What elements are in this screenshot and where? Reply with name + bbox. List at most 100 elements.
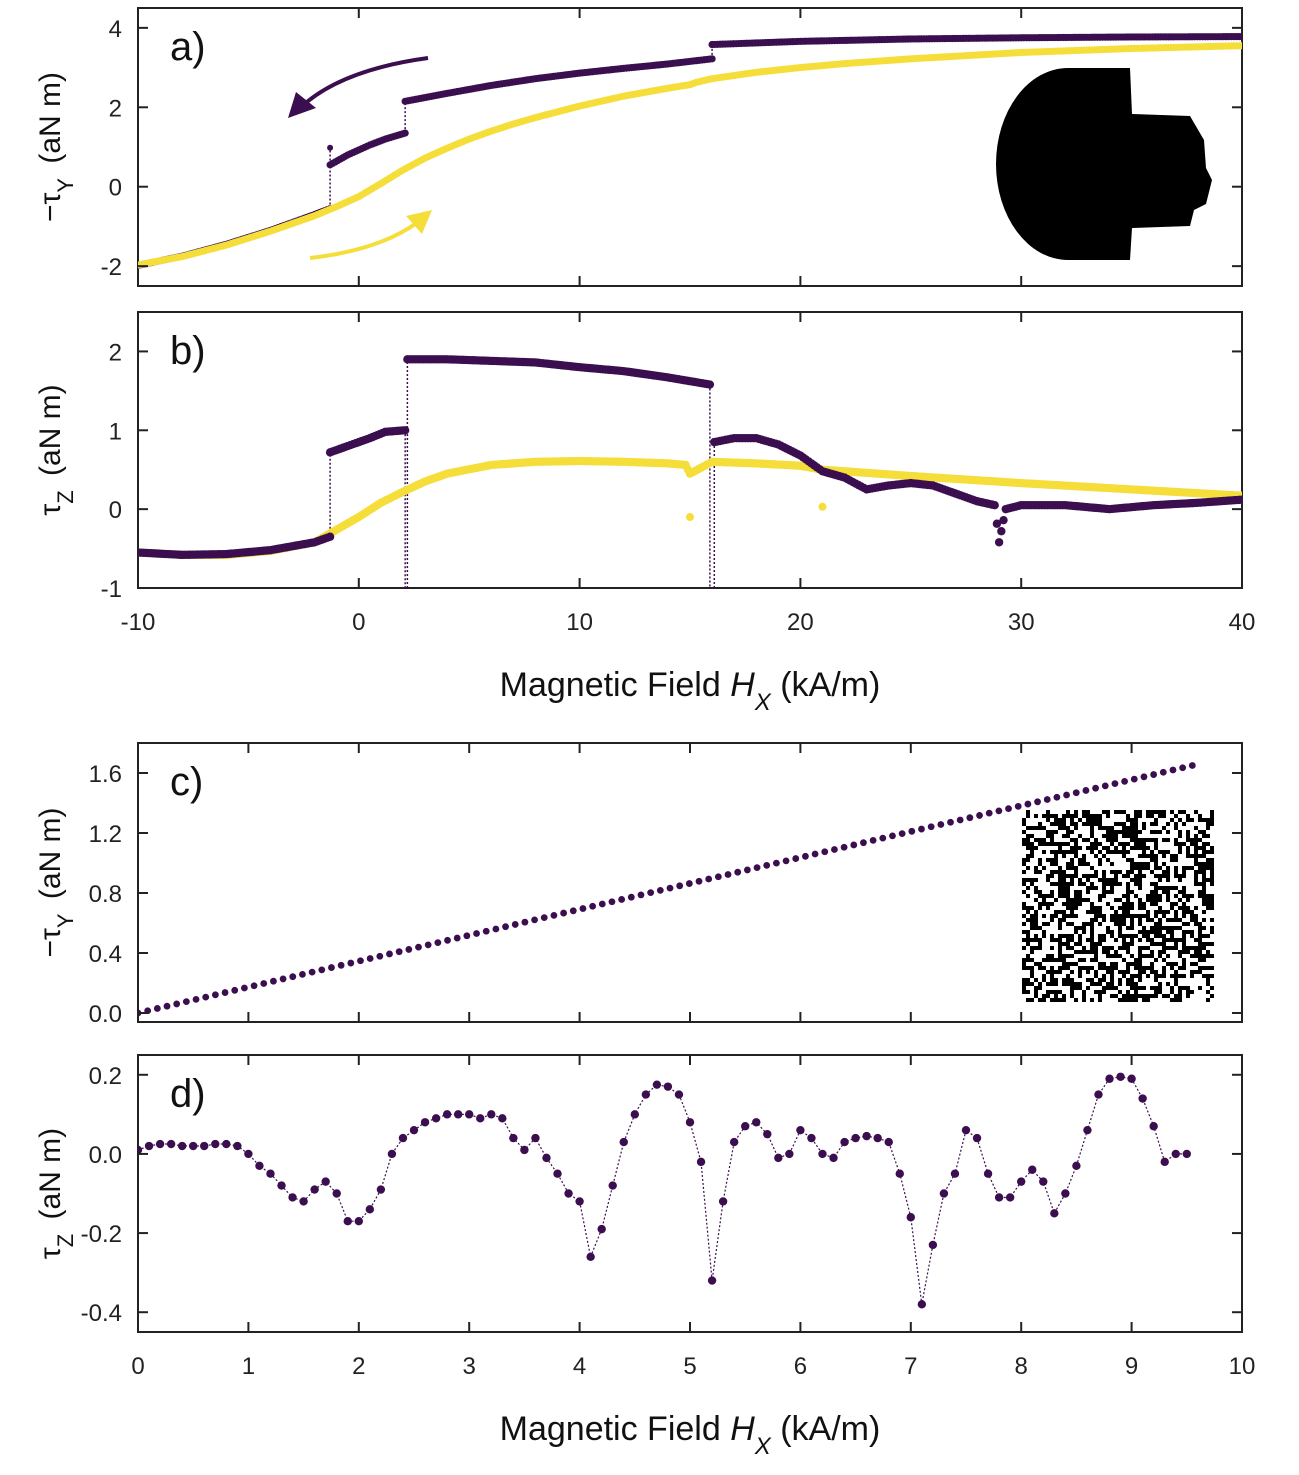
data-point	[569, 907, 577, 915]
data-point	[729, 1137, 739, 1147]
data-point	[1138, 1094, 1147, 1103]
data-point	[1063, 791, 1070, 799]
x-axis-title-unit: (kA/m)	[771, 666, 881, 704]
data-point	[189, 1141, 198, 1151]
data-point	[627, 893, 635, 901]
data-point	[966, 814, 974, 822]
data-layer	[138, 1072, 1192, 1309]
data-point	[1130, 775, 1138, 783]
y-tick-label: 1.6	[89, 761, 122, 788]
x-axis-title-prefix: Magnetic Field	[500, 1410, 731, 1448]
y-tick-label: 0.8	[89, 881, 122, 908]
data-point	[520, 1145, 529, 1155]
data-point	[240, 984, 248, 992]
data-point	[398, 1133, 408, 1143]
panel-label: c)	[170, 760, 203, 804]
y-axis-label-sub: Y	[53, 178, 78, 193]
data-point	[772, 859, 780, 867]
data-point	[442, 1110, 452, 1119]
panel-label: b)	[170, 329, 206, 373]
series-linear	[138, 762, 1196, 1017]
x-tick-label: 0	[131, 1353, 144, 1380]
data-point	[1159, 768, 1167, 776]
x-tick-label: 0	[352, 609, 365, 636]
data-point	[376, 1185, 386, 1194]
data-point	[173, 1000, 181, 1008]
y-axis-label: −τY (aN m)	[34, 807, 78, 957]
data-point	[802, 852, 809, 860]
data-point	[1101, 782, 1109, 790]
data-point	[365, 1205, 375, 1214]
y-tick-label: 0.0	[89, 1142, 122, 1169]
data-point	[420, 1118, 430, 1127]
x-tick-label: 2	[352, 1353, 365, 1380]
data-point	[1072, 789, 1080, 797]
data-point	[553, 1169, 562, 1178]
data-point	[424, 941, 432, 949]
data-point	[950, 1169, 960, 1178]
y-tick-label: 0.2	[89, 1063, 122, 1090]
series-decreasing	[138, 32, 1242, 269]
data-point	[1014, 802, 1022, 810]
data-point	[233, 1141, 242, 1151]
data-point	[318, 966, 326, 974]
x-tick-label: 1	[242, 1353, 255, 1380]
x-axis-title-sub: X	[754, 1433, 772, 1460]
data-point	[1092, 784, 1099, 792]
data-point	[676, 882, 684, 890]
data-point	[656, 886, 664, 894]
x-tick-label: 10	[1229, 1353, 1256, 1380]
data-point	[884, 1137, 893, 1147]
data-point	[917, 1300, 927, 1309]
data-point	[741, 1122, 750, 1131]
data-point	[598, 900, 606, 908]
data-point	[1169, 766, 1177, 774]
data-point	[1171, 1149, 1180, 1159]
data-point	[144, 1141, 154, 1151]
x-tick-label: 5	[683, 1353, 696, 1380]
data-point	[705, 380, 715, 389]
data-point	[666, 884, 674, 892]
data-point	[202, 993, 210, 1001]
x-axis-title-unit: (kA/m)	[771, 1410, 881, 1448]
data-point	[663, 1082, 673, 1091]
data-point	[222, 1139, 231, 1149]
y-tick-label: -2	[101, 254, 122, 281]
data-point	[985, 809, 993, 817]
data-point	[707, 1276, 717, 1285]
sweep-up-arrow	[309, 220, 420, 260]
data-point	[482, 927, 490, 935]
x-tick-label: 7	[904, 1353, 917, 1380]
data-point	[829, 1153, 838, 1163]
inset-noise	[1022, 810, 1214, 1002]
sweep-down-arrowhead	[288, 92, 316, 118]
data-point	[575, 1197, 584, 1206]
data-point	[1083, 1125, 1092, 1135]
y-tick-label: 0	[109, 175, 122, 202]
data-point	[1238, 42, 1242, 50]
data-point	[354, 1217, 363, 1226]
data-point	[1005, 1193, 1015, 1202]
sweep-down-arrow	[298, 56, 429, 110]
data-point	[1028, 1165, 1037, 1174]
data-point	[785, 1149, 794, 1159]
data-point	[618, 896, 626, 903]
data-point	[502, 923, 509, 931]
data-point	[994, 1193, 1004, 1202]
y-tick-label: 1	[109, 418, 122, 445]
data-point	[540, 914, 548, 922]
data-point	[774, 1153, 783, 1163]
y-tick-label: 2	[109, 95, 122, 122]
data-point	[266, 1169, 275, 1178]
data-point	[270, 977, 277, 985]
data-point	[821, 848, 829, 856]
data-point	[956, 816, 964, 824]
data-layer	[138, 32, 1242, 269]
plot-frame	[137, 311, 1243, 589]
data-point	[376, 952, 384, 960]
data-point	[1127, 1074, 1136, 1083]
data-point	[325, 532, 335, 541]
series-torque-z	[138, 1072, 1192, 1309]
data-point	[908, 827, 916, 835]
